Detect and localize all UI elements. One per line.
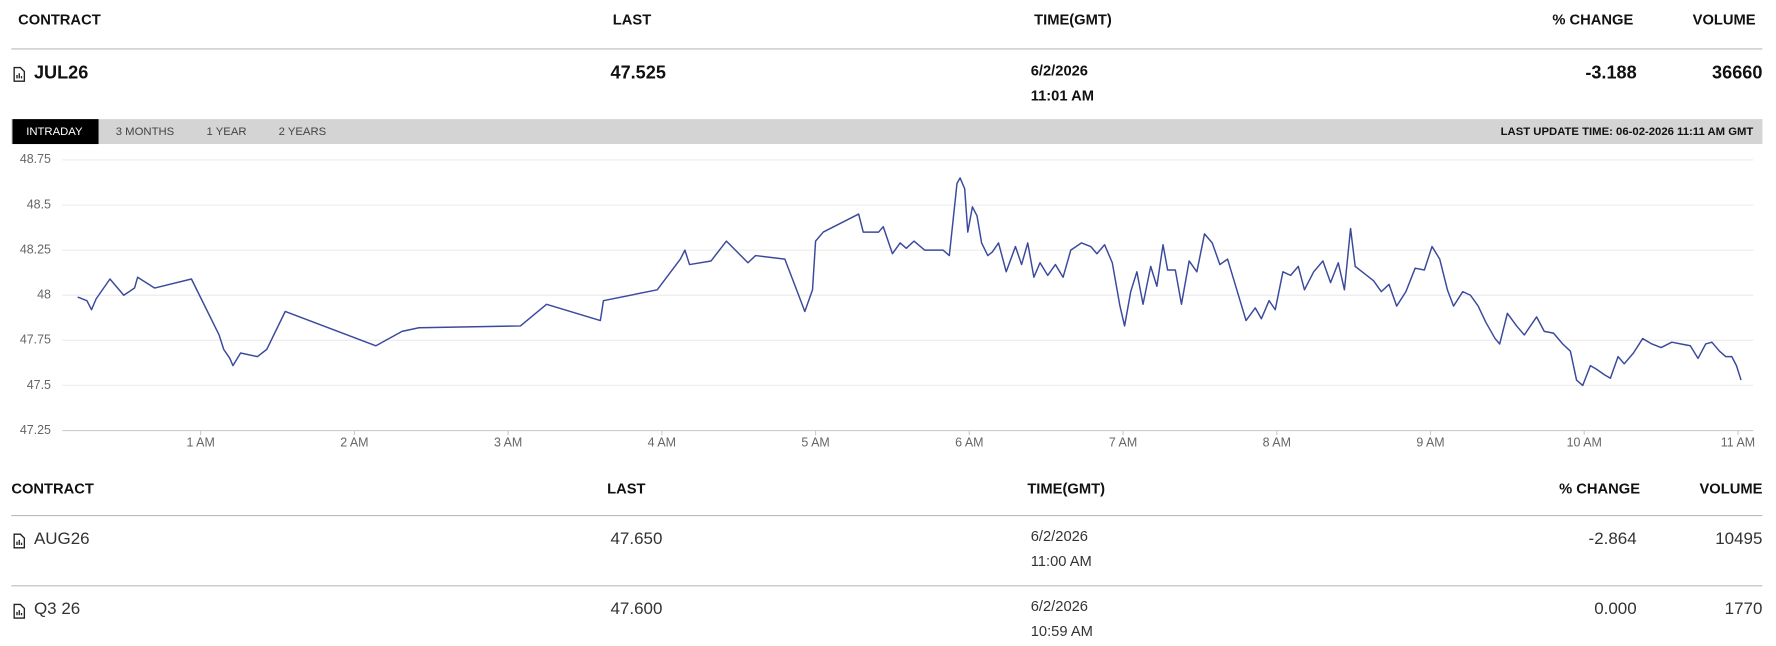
volume: 1770 [1725, 599, 1763, 618]
tab[interactable]: 2 YEARS [279, 126, 327, 138]
tab[interactable]: INTRADAY [26, 126, 83, 138]
column-header: LAST [607, 481, 645, 497]
tab[interactable]: 1 YEAR [207, 126, 247, 138]
x-tick-label: 11 AM [1721, 435, 1755, 449]
x-tick-label: 1 AM [186, 435, 214, 449]
column-header: VOLUME [1693, 12, 1756, 28]
y-tick-label: 48.75 [20, 152, 51, 166]
x-tick-label: 8 AM [1263, 435, 1291, 449]
x-tick-label: 5 AM [801, 435, 829, 449]
x-tick-label: 7 AM [1109, 435, 1137, 449]
column-header: CONTRACT [18, 12, 101, 28]
y-tick-label: 47.5 [27, 378, 51, 392]
time: 11:00 AM [1031, 554, 1092, 570]
last-price: 47.525 [611, 63, 666, 83]
contract[interactable]: Q3 26 [34, 599, 80, 618]
column-header: % CHANGE [1559, 481, 1640, 497]
column-header: TIME(GMT) [1027, 481, 1105, 497]
last-price: 47.650 [611, 529, 663, 548]
column-header: % CHANGE [1552, 12, 1633, 28]
y-tick-label: 48.25 [20, 242, 51, 256]
tab[interactable]: 3 MONTHS [116, 126, 175, 138]
x-tick-label: 4 AM [648, 435, 676, 449]
volume: 10495 [1715, 529, 1762, 548]
active-tab[interactable] [12, 119, 99, 145]
doc-icon [13, 603, 26, 619]
last-price: 47.600 [611, 599, 663, 618]
column-header: TIME(GMT) [1034, 12, 1112, 28]
date: 6/2/2026 [1031, 599, 1088, 615]
price-line [77, 177, 1742, 387]
volume: 36660 [1712, 63, 1762, 83]
date: 6/2/2026 [1031, 63, 1088, 79]
y-tick-label: 47.75 [20, 333, 51, 347]
x-tick-label: 2 AM [340, 435, 368, 449]
column-header: CONTRACT [11, 481, 94, 497]
doc-icon [13, 66, 26, 82]
tab-bar [11, 119, 1763, 145]
y-tick-label: 48 [37, 288, 51, 302]
column-header: VOLUME [1699, 481, 1762, 497]
percent-change: -2.864 [1589, 529, 1637, 548]
x-tick-label: 3 AM [494, 435, 522, 449]
x-tick-label: 9 AM [1416, 435, 1444, 449]
time: 10:59 AM [1031, 624, 1093, 640]
x-tick-label: 6 AM [955, 435, 983, 449]
x-tick-label: 10 AM [1567, 435, 1602, 449]
percent-change: 0.000 [1594, 599, 1636, 618]
column-header: LAST [613, 12, 651, 28]
contract[interactable]: AUG26 [34, 529, 90, 548]
doc-icon [13, 533, 26, 549]
date: 6/2/2026 [1031, 529, 1088, 545]
y-tick-label: 47.25 [20, 423, 51, 437]
contract[interactable]: JUL26 [34, 63, 88, 83]
time: 11:01 AM [1031, 88, 1094, 104]
percent-change: -3.188 [1585, 63, 1636, 83]
y-tick-label: 48.5 [27, 197, 51, 211]
last-update: LAST UPDATE TIME: 06-02-2026 11:11 AM GM… [1501, 126, 1754, 138]
